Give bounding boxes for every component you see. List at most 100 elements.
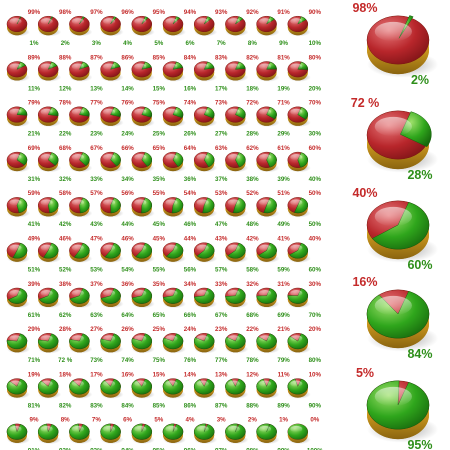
small-pie-bottom-label: 11% <box>28 85 41 92</box>
small-pie-bottom-label: 26% <box>184 131 197 138</box>
small-pie-top-label: 73% <box>215 100 228 107</box>
large-pie-bottom-label: 60% <box>407 258 432 272</box>
large-pie-gloss <box>374 295 412 316</box>
small-pie-top-label: 67% <box>90 145 103 152</box>
small-pie-bottom-label: 64% <box>121 312 134 319</box>
small-pie <box>287 242 311 263</box>
small-pie-gloss <box>71 335 84 342</box>
small-pie-bottom-label: 66% <box>184 312 197 319</box>
small-pie <box>225 106 249 127</box>
small-pie-top-label: 42% <box>246 236 259 243</box>
small-pie-bottom-label: 37% <box>215 176 228 183</box>
small-pie <box>287 61 311 82</box>
small-pie <box>69 287 93 309</box>
small-pie-top-label: 3% <box>217 417 226 424</box>
small-pie <box>193 423 218 445</box>
small-pie-bottom-label: 15% <box>153 85 166 92</box>
large-pie-gloss <box>374 386 412 407</box>
small-pie-bottom-label: 19% <box>277 85 290 92</box>
small-pie-gloss <box>40 154 53 161</box>
small-pie-top-label: 96% <box>121 9 134 16</box>
small-pie-bottom-label: 29% <box>277 131 290 138</box>
small-pie-bottom-label: 42% <box>59 221 72 228</box>
small-pie-gloss <box>259 63 272 70</box>
small-pie-top-label: 66% <box>121 145 134 152</box>
small-pie-top-label: 19% <box>28 371 41 378</box>
small-pie <box>287 197 311 218</box>
small-pie-top-label: 25% <box>153 326 166 333</box>
small-pie <box>256 423 280 445</box>
small-pie-green-slice <box>232 197 246 214</box>
small-pie-gloss <box>259 18 272 25</box>
small-pie-top-label: 71% <box>277 100 290 107</box>
small-pie-top-label: 75% <box>153 100 166 107</box>
small-pie-top-label: 84% <box>184 54 197 61</box>
small-pie-bottom-label: 13% <box>90 85 103 92</box>
small-pie-gloss <box>103 289 116 297</box>
small-pie-gloss <box>134 244 147 251</box>
small-pie-top-label: 97% <box>90 9 103 16</box>
small-pie-bottom-label: 61% <box>28 312 41 319</box>
small-pie <box>131 106 155 127</box>
small-pie-top-label: 33% <box>215 281 228 288</box>
small-pie-top-label: 47% <box>90 236 103 243</box>
small-pie-gloss <box>9 199 22 206</box>
small-pie-green-slice <box>165 242 184 259</box>
small-pie-top-label: 72% <box>246 100 259 107</box>
small-pie-top-label: 74% <box>184 100 197 107</box>
small-pie <box>162 197 186 218</box>
small-pie-bottom-label: 4% <box>123 40 132 47</box>
small-pie-bottom-label: 94% <box>121 448 134 450</box>
small-pie-top-label: 89% <box>28 54 41 61</box>
small-pie-green-slice <box>73 242 90 259</box>
small-pie-top-label: 10% <box>309 371 322 378</box>
small-pie-bottom-label: 51% <box>28 267 41 274</box>
small-pie-green-slice <box>227 242 246 259</box>
small-pie-gloss <box>134 199 147 206</box>
small-pie-gloss <box>40 18 53 25</box>
small-pie-gloss <box>196 289 209 297</box>
small-pie-bottom-label: 67% <box>215 312 228 319</box>
small-pie-gloss <box>227 108 240 115</box>
small-pie <box>193 106 218 127</box>
small-pie-top-label: 45% <box>153 236 166 243</box>
small-pie-gloss <box>290 244 303 251</box>
small-pie-bottom-label: 12% <box>59 85 72 92</box>
small-pie-top-label: 24% <box>184 326 197 333</box>
large-pie <box>366 380 439 443</box>
small-pie <box>100 15 124 37</box>
large-pie <box>366 110 439 173</box>
small-pie <box>131 61 155 82</box>
small-pie-gloss <box>196 380 209 387</box>
small-pie-gloss <box>9 18 22 25</box>
small-pie <box>256 333 280 354</box>
small-pie-gloss <box>103 244 116 251</box>
small-pie <box>37 287 62 309</box>
small-pie-top-label: 65% <box>153 145 166 152</box>
small-pie-top-label: 44% <box>184 236 197 243</box>
small-pie-top-label: 41% <box>277 236 290 243</box>
small-pie-gloss <box>290 18 303 25</box>
small-pie-top-label: 31% <box>277 281 290 288</box>
small-pie-top-label: 15% <box>153 371 166 378</box>
small-pie-gloss <box>71 63 84 70</box>
small-pie-bottom-label: 23% <box>90 131 103 138</box>
small-pie-top-label: 46% <box>59 236 72 243</box>
small-pie-bottom-label: 86% <box>184 402 197 409</box>
small-pie-bottom-label: 48% <box>246 221 259 228</box>
small-pie-green-slice <box>263 197 277 214</box>
small-pie-top-label: 43% <box>215 236 228 243</box>
small-pie <box>131 15 155 37</box>
small-pie-bottom-label: 100% <box>307 448 323 450</box>
small-pie-gloss <box>103 154 116 161</box>
small-pie <box>287 333 311 354</box>
small-pie-gloss <box>134 63 147 70</box>
small-pie-top-label: 16% <box>121 371 134 378</box>
small-pie-top-label: 92% <box>246 9 259 16</box>
small-pie <box>225 61 249 82</box>
small-pie-gloss <box>134 380 147 387</box>
small-pie <box>162 61 186 82</box>
small-pie <box>6 197 30 218</box>
small-pie-top-label: 8% <box>61 417 70 424</box>
small-pie-top-label: 30% <box>309 281 322 288</box>
